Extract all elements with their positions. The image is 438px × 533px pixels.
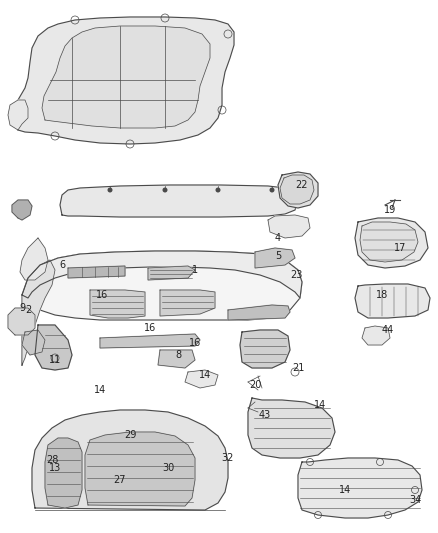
Polygon shape [20, 238, 48, 280]
Polygon shape [228, 305, 290, 320]
Text: 17: 17 [394, 243, 406, 253]
Text: 28: 28 [46, 455, 58, 465]
Text: 14: 14 [199, 370, 211, 380]
Text: 4: 4 [275, 233, 281, 243]
Text: 16: 16 [96, 290, 108, 300]
Polygon shape [280, 175, 314, 204]
Text: 6: 6 [59, 260, 65, 270]
Polygon shape [248, 398, 335, 458]
Text: 30: 30 [162, 463, 174, 473]
Text: 44: 44 [382, 325, 394, 335]
Text: 14: 14 [314, 400, 326, 410]
Polygon shape [255, 248, 295, 268]
Text: 14: 14 [339, 485, 351, 495]
Text: 11: 11 [49, 355, 61, 365]
Text: 20: 20 [249, 380, 261, 390]
Text: 21: 21 [292, 363, 304, 373]
Polygon shape [185, 370, 218, 388]
Polygon shape [355, 284, 430, 318]
Polygon shape [360, 222, 418, 262]
Text: 13: 13 [49, 463, 61, 473]
Circle shape [215, 188, 220, 192]
Text: 16: 16 [144, 323, 156, 333]
Circle shape [162, 188, 167, 192]
Polygon shape [15, 17, 234, 144]
Polygon shape [278, 172, 318, 208]
Text: 29: 29 [124, 430, 136, 440]
Text: 1: 1 [192, 265, 198, 275]
Polygon shape [68, 266, 125, 278]
Polygon shape [158, 350, 195, 368]
Polygon shape [362, 326, 390, 345]
Polygon shape [298, 458, 422, 518]
Polygon shape [355, 218, 428, 268]
Polygon shape [42, 26, 210, 128]
Text: 19: 19 [384, 205, 396, 215]
Text: 22: 22 [296, 180, 308, 190]
Polygon shape [12, 200, 32, 220]
Text: 14: 14 [94, 385, 106, 395]
Polygon shape [160, 290, 215, 316]
Text: 32: 32 [222, 453, 234, 463]
Text: 23: 23 [290, 270, 302, 280]
Text: 27: 27 [114, 475, 126, 485]
Polygon shape [85, 432, 195, 506]
Circle shape [269, 188, 275, 192]
Polygon shape [90, 290, 145, 318]
Text: 16: 16 [189, 338, 201, 348]
Polygon shape [45, 438, 82, 508]
Polygon shape [8, 308, 35, 335]
Text: 43: 43 [259, 410, 271, 420]
Circle shape [107, 188, 113, 192]
Polygon shape [240, 330, 290, 368]
Text: 18: 18 [376, 290, 388, 300]
Text: 8: 8 [175, 350, 181, 360]
Polygon shape [22, 251, 302, 298]
Polygon shape [32, 410, 228, 510]
Polygon shape [22, 251, 302, 365]
Polygon shape [22, 260, 55, 365]
Polygon shape [100, 334, 200, 348]
Text: 34: 34 [409, 495, 421, 505]
Polygon shape [148, 266, 195, 280]
Text: 9: 9 [19, 303, 25, 313]
Polygon shape [8, 100, 28, 130]
Polygon shape [22, 330, 45, 355]
Polygon shape [268, 215, 310, 238]
Polygon shape [60, 185, 298, 217]
Polygon shape [35, 325, 72, 370]
Text: 2: 2 [25, 305, 31, 315]
Text: 5: 5 [275, 251, 281, 261]
